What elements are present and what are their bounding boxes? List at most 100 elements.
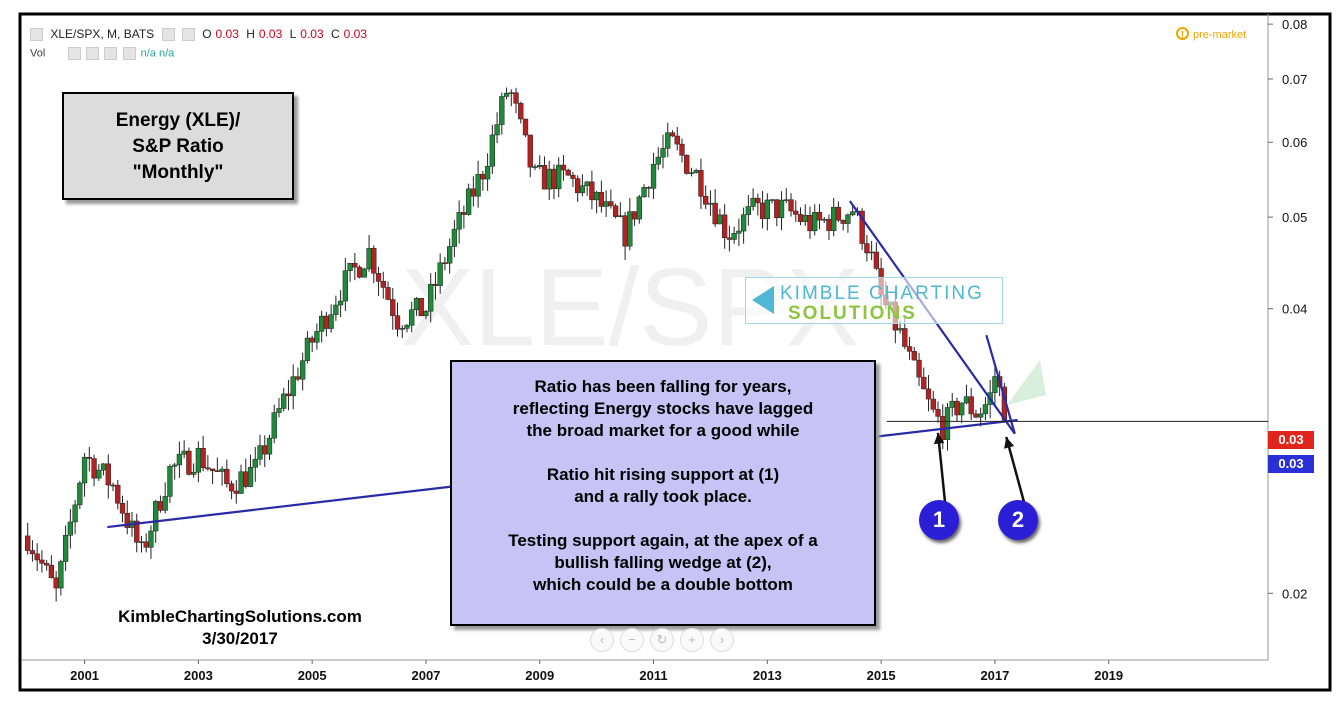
chevron-left-icon[interactable]: ‹ (590, 628, 614, 652)
candle-body (91, 458, 97, 479)
candle (200, 435, 206, 472)
candle (850, 205, 856, 217)
candle (783, 188, 789, 204)
candle-body (62, 534, 69, 562)
candle-body (745, 206, 752, 215)
alert-icon: ! (1176, 27, 1189, 41)
candle-body (537, 165, 543, 167)
candle-body (67, 521, 74, 536)
annotation-box: Ratio has been falling for years, reflec… (450, 360, 876, 626)
candle-body (209, 468, 216, 471)
candle (465, 183, 472, 216)
note-line: and a rally took place. (574, 487, 752, 506)
candle-body (949, 400, 955, 408)
candle (546, 160, 552, 201)
candle (859, 208, 865, 250)
candle-body (318, 315, 325, 332)
candle-body (954, 400, 960, 416)
candle (503, 87, 510, 100)
candle (707, 190, 714, 216)
collapse-icon[interactable] (30, 28, 43, 42)
candle (162, 482, 168, 514)
zoom-in-icon[interactable]: + (680, 628, 704, 652)
candle-body (627, 211, 633, 247)
candle (722, 204, 728, 249)
candle (243, 458, 249, 489)
candle (91, 454, 97, 487)
marker-badge-1: 1 (919, 500, 959, 540)
candle (826, 214, 832, 240)
vol-label[interactable]: Vol (30, 47, 46, 60)
candle (712, 189, 718, 227)
x-axis: 2001 2003 2005 2007 2009 2011 2013 2015 2017 2019 (70, 660, 1123, 683)
candle (176, 441, 183, 478)
x-tick-label: 2019 (1094, 668, 1123, 683)
candle-body (153, 501, 159, 532)
candle (636, 194, 642, 224)
candle (911, 346, 917, 361)
candle-body (850, 211, 856, 216)
pre-market-indicator[interactable]: ! pre-market (1176, 27, 1246, 41)
candle-body (902, 328, 908, 347)
vol-format-icon[interactable] (86, 47, 100, 60)
open-value: 0.03 (215, 27, 239, 41)
note-line: which could be a double bottom (533, 575, 793, 594)
vol-settings-icon[interactable] (68, 47, 82, 60)
chevron-right-icon[interactable]: › (710, 628, 734, 652)
source-icon[interactable] (181, 28, 195, 42)
candle (499, 92, 505, 135)
candle (608, 189, 614, 209)
candle-body (148, 530, 154, 548)
candle-body (451, 228, 458, 247)
title-box: Energy (XLE)/ S&P Ratio "Monthly" (62, 92, 294, 200)
settings-icon[interactable] (161, 28, 175, 42)
candle (205, 455, 211, 471)
zoom-out-icon[interactable]: − (620, 628, 644, 652)
candle (58, 559, 64, 596)
candle-body (143, 541, 149, 548)
candle-body (703, 196, 709, 205)
candle-body (617, 215, 623, 217)
vol-close-icon[interactable] (122, 47, 136, 60)
candle-body (835, 206, 842, 221)
outer-border (18, 12, 1332, 692)
candle-body (181, 450, 187, 455)
candle-body (963, 396, 970, 404)
x-tick-label: 2001 (70, 668, 99, 683)
candle (740, 207, 747, 244)
candle-body (774, 199, 780, 219)
candle (314, 323, 320, 350)
candle-body (783, 199, 789, 201)
candle-body (39, 559, 45, 564)
marker-arrow-2 (1005, 436, 1026, 503)
candle (318, 310, 325, 343)
candle (475, 160, 481, 208)
candle (816, 204, 823, 230)
candle (660, 134, 666, 169)
candle (380, 271, 386, 299)
candle (489, 124, 495, 175)
candle (873, 242, 880, 271)
candle-body (252, 458, 258, 468)
candle-body (778, 199, 785, 219)
candle (72, 500, 78, 535)
candle (532, 164, 538, 171)
candle-body (674, 135, 680, 145)
reset-icon[interactable]: ↻ (650, 628, 674, 652)
y-tick-label: 0.06 (1282, 135, 1307, 150)
y-axis: 0.08 0.07 0.06 0.05 0.04 0.02 (1268, 17, 1307, 601)
candle-body (873, 251, 880, 269)
candle-body (29, 550, 36, 555)
candle (703, 185, 709, 209)
candle (522, 118, 529, 137)
pre-market-label: pre-market (1193, 29, 1247, 41)
candle-body (219, 468, 225, 472)
candle-body (48, 564, 55, 579)
candle-body (285, 393, 292, 397)
candle-body (328, 314, 334, 329)
candle-body (290, 376, 296, 397)
vol-add-icon[interactable] (104, 47, 118, 60)
symbol-label[interactable]: XLE/SPX, M, BATS (50, 27, 155, 41)
candle (134, 513, 140, 553)
